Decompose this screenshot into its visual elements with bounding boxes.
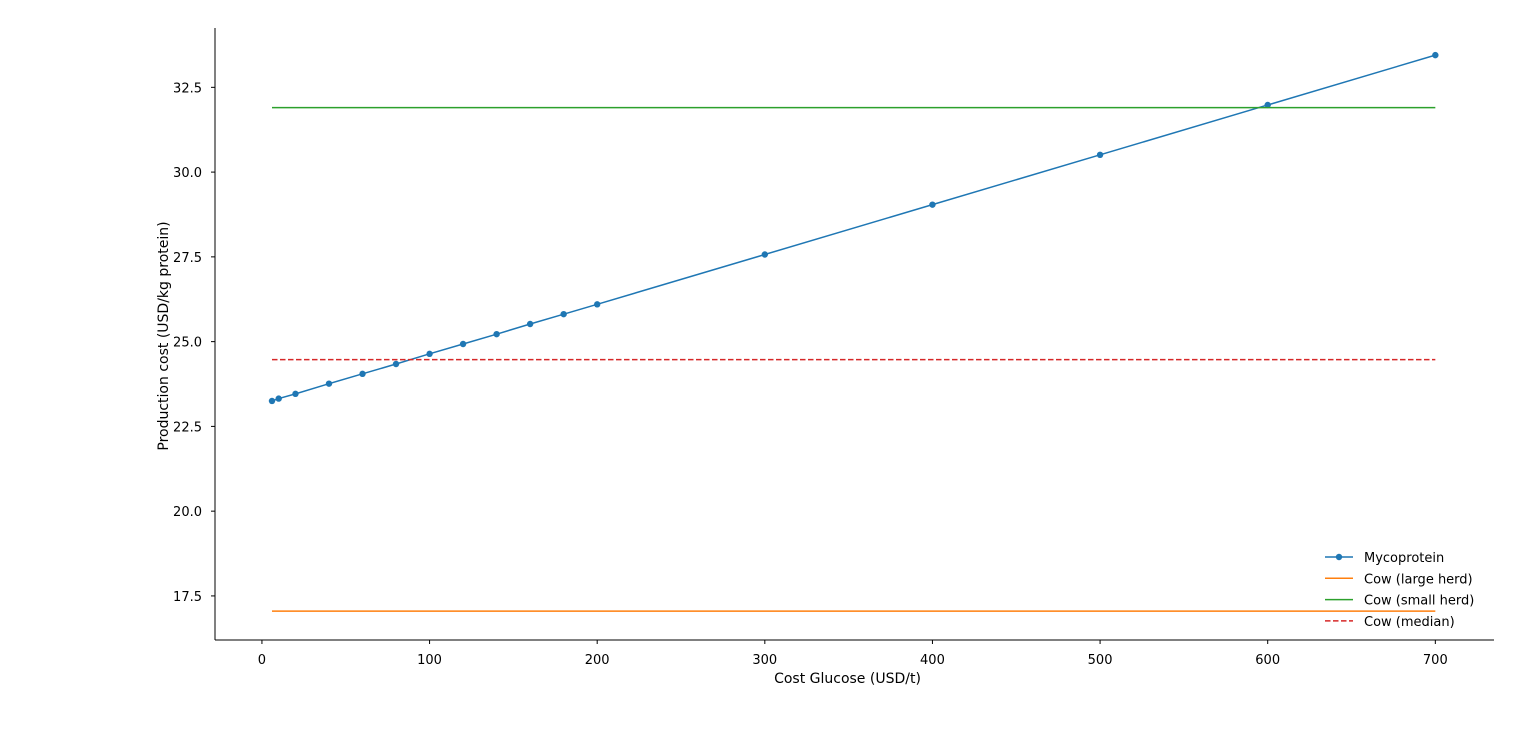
- x-axis-label: Cost Glucose (USD/t): [774, 671, 921, 687]
- y-tick-label: 25.0: [173, 336, 202, 351]
- x-tick-label: 200: [585, 653, 610, 668]
- legend-marker: [1335, 553, 1343, 561]
- data-point: [593, 301, 601, 308]
- data-point: [426, 350, 433, 358]
- y-tick-label: 32.5: [173, 81, 202, 96]
- data-point: [325, 380, 333, 387]
- x-tick-label: 0: [258, 653, 266, 668]
- y-axis-label: Production cost (USD/kg protein): [156, 221, 172, 450]
- plot-area: [268, 51, 1439, 612]
- legend-label: Mycoprotein: [1364, 551, 1444, 566]
- axes: 0 100 200 300 400 500 600 700 17.5 20.0 22.5 25.0 2…: [156, 28, 1494, 687]
- y-tick-label: 20.0: [173, 505, 202, 520]
- y-tick-label: 30.0: [173, 166, 202, 181]
- y-tick-label: 27.5: [173, 251, 202, 266]
- legend-label: Cow (small herd): [1364, 594, 1474, 609]
- data-point: [560, 310, 567, 318]
- series-mycoprotein: [268, 51, 1439, 405]
- legend-label: Cow (large herd): [1364, 572, 1473, 587]
- x-tick-label: 400: [920, 653, 945, 668]
- data-point: [459, 340, 467, 348]
- data-point: [1264, 101, 1271, 109]
- data-point: [1432, 51, 1439, 59]
- legend-item-cow-small-herd: Cow (small herd): [1325, 594, 1474, 609]
- legend-item-cow-large-herd: Cow (large herd): [1325, 572, 1473, 587]
- data-point: [292, 390, 299, 398]
- x-tick-label: 300: [752, 653, 777, 668]
- data-point: [929, 201, 936, 208]
- data-point: [392, 360, 400, 368]
- data-point: [493, 330, 500, 338]
- y-tick-label: 22.5: [173, 420, 202, 435]
- data-point: [761, 251, 769, 258]
- legend-item-mycoprotein: Mycoprotein: [1325, 551, 1444, 566]
- x-tick-label: 700: [1423, 653, 1448, 668]
- x-tick-label: 600: [1255, 653, 1280, 668]
- x-ticks: 0 100 200 300 400 500 600 700: [258, 640, 1448, 668]
- x-tick-label: 100: [417, 653, 442, 668]
- legend-item-cow-median: Cow (median): [1325, 615, 1455, 630]
- data-point: [359, 370, 366, 378]
- data-point: [526, 320, 534, 328]
- data-point: [268, 397, 276, 405]
- data-point: [1096, 151, 1104, 159]
- legend-label: Cow (median): [1364, 615, 1455, 630]
- x-tick-label: 500: [1088, 653, 1113, 668]
- y-tick-label: 17.5: [173, 590, 202, 605]
- y-ticks: 17.5 20.0 22.5 25.0 27.5 30.0 32.5: [173, 81, 215, 605]
- data-point: [275, 395, 282, 402]
- legend: Mycoprotein Cow (large herd) Cow (small he…: [1325, 551, 1474, 630]
